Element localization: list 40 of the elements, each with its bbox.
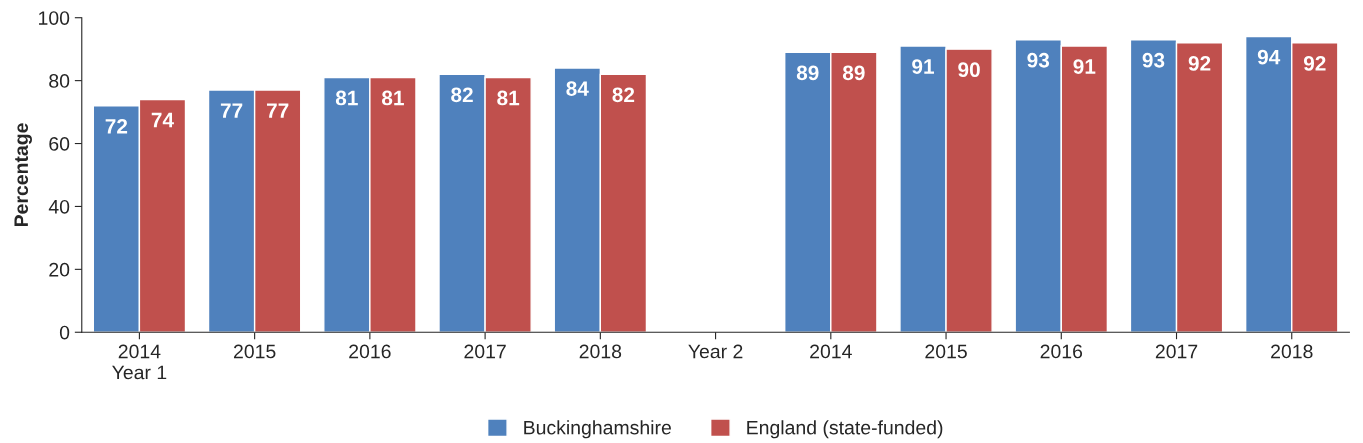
x-tick-label: 2015 xyxy=(925,344,967,359)
data-label: 82 xyxy=(612,87,635,103)
data-label: 94 xyxy=(1257,49,1281,65)
x-tick-label: 2018 xyxy=(1271,344,1313,359)
data-label: 89 xyxy=(842,65,865,81)
y-tick-label: 80 xyxy=(49,74,70,88)
legend-label: England (state-funded) xyxy=(747,420,943,439)
data-label: 77 xyxy=(266,103,289,118)
data-label: 77 xyxy=(220,103,243,118)
y-tick-label: 0 xyxy=(59,325,70,340)
y-tick-label: 40 xyxy=(48,199,70,214)
data-label: 74 xyxy=(151,112,174,128)
x-tick-label: 2016 xyxy=(349,344,391,359)
data-label: 91 xyxy=(1073,59,1096,74)
x-tick-label: 2018 xyxy=(579,344,622,359)
data-label: 93 xyxy=(1142,52,1165,68)
data-label: 81 xyxy=(497,90,520,106)
x-tick-label: 2015 xyxy=(233,344,276,359)
x-tick-label: 2016 xyxy=(1040,344,1083,359)
x-tick-label: 2014 Year 1 xyxy=(112,344,167,380)
data-label: 84 xyxy=(566,81,589,96)
data-label: 72 xyxy=(105,118,128,134)
y-tick-label: 20 xyxy=(49,262,70,277)
data-label: 81 xyxy=(381,90,404,106)
x-tick-label: 2014 xyxy=(810,344,852,359)
y-tick-label: 100 xyxy=(39,11,70,25)
y-tick-label: 60 xyxy=(49,137,70,151)
data-label: 89 xyxy=(796,65,819,81)
data-label: 81 xyxy=(335,90,358,106)
legend-label: Buckinghamshire xyxy=(524,420,671,439)
x-tick-label: 2017 xyxy=(464,344,506,359)
data-label: 91 xyxy=(912,59,935,74)
x-tick-label: Year 2 xyxy=(688,344,743,359)
data-label: 82 xyxy=(451,87,473,103)
data-label: 92 xyxy=(1188,56,1211,71)
data-label: 93 xyxy=(1027,52,1050,68)
x-tick-label: 2017 xyxy=(1155,344,1198,359)
data-label: 90 xyxy=(958,62,980,78)
data-label: 92 xyxy=(1303,56,1326,71)
y-axis-title: Percentage xyxy=(14,123,32,227)
